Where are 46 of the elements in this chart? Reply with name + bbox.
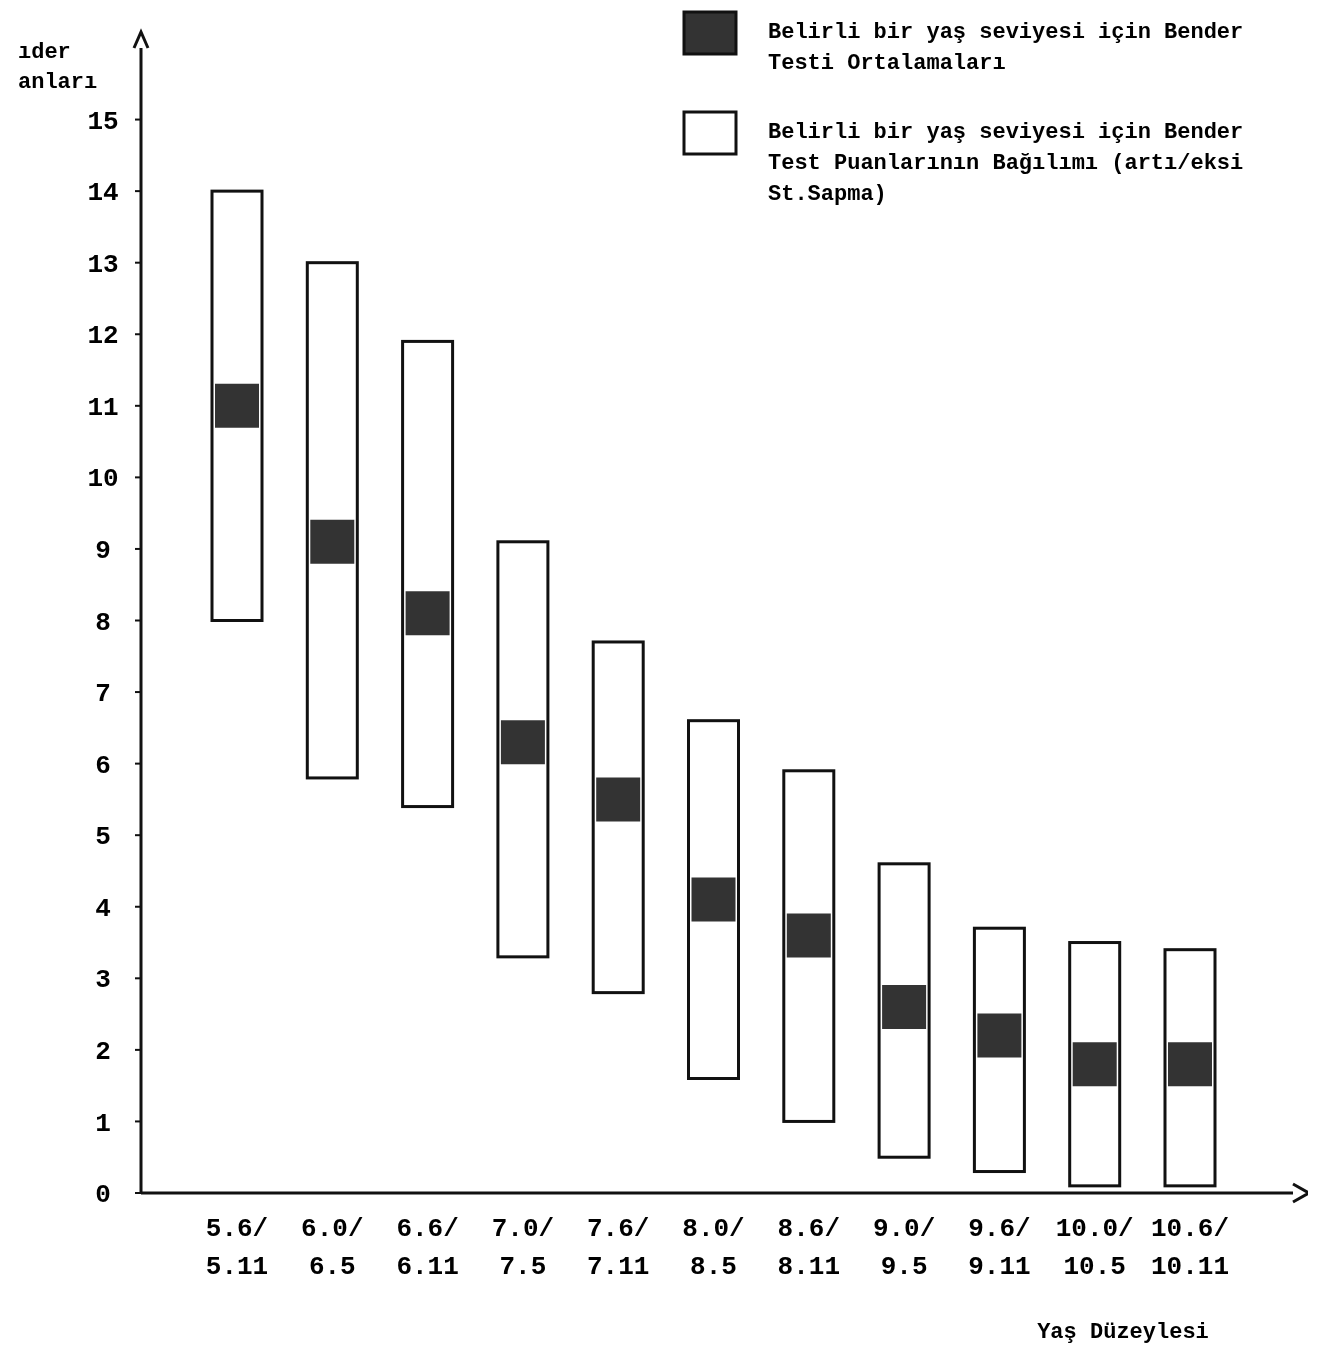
x-tick-label: 8.0/ 8.5 [682,1214,745,1282]
x-tick-label: 8.6/ 8.11 [777,1214,841,1282]
y-axis-title: ıder anları [18,40,98,95]
point [310,519,355,564]
y-tick-label: 15 [87,106,119,137]
point [596,777,641,822]
point [500,720,545,765]
x-tick-label: 10.6/ 10.11 [1150,1214,1230,1282]
x-tick-label: 9.6/ 9.11 [968,1214,1031,1282]
x-tick-label: 6.6/ 6.11 [396,1214,459,1282]
y-tick-label: 14 [87,178,119,209]
point [1168,1042,1212,1087]
y-tick-label: 0 [95,1180,111,1211]
y-tick-label: 5 [95,822,111,853]
x-tick-label: 7.6/ 7.11 [586,1214,650,1282]
y-tick-label: 7 [95,679,111,710]
y-tick-label: 6 [95,750,111,781]
bar [401,339,455,809]
bar [496,540,550,959]
x-tick-label: 10.0/ 10.5 [1055,1214,1134,1282]
legend-label: Belirli bir yaş seviyesi için Bender Testi Ortalamaları [768,20,1244,76]
y-tick-label: 9 [95,536,111,567]
x-tick-label: 7.0/ 7.5 [491,1214,555,1282]
point [882,984,927,1029]
point [405,591,450,636]
x-tick-label: 5.6/ 5.11 [205,1214,269,1282]
y-tick-label: 1 [95,1108,111,1139]
point [691,877,736,922]
y-tick-label: 2 [95,1036,111,1067]
bar [210,189,264,622]
point [786,913,831,958]
y-tick-label: 4 [95,893,111,924]
y-tick-label: 3 [95,965,111,996]
point [1072,1042,1117,1087]
y-tick-label: 13 [87,249,119,280]
x-tick-label: 6.0/ 6.5 [301,1214,364,1282]
y-tick-label: 8 [95,607,111,638]
y-tick-label: 10 [87,464,119,495]
x-tick-label: 9.0/ 9.5 [872,1214,936,1282]
bar [305,261,359,780]
point [215,383,259,428]
y-tick-label: 12 [87,321,119,352]
y-tick-label: 11 [87,392,119,423]
legend-label: Belirli bir yaş seviyesi için Bender Test Puanlarının Bağılımı (artı/eksi St.Sapma) [768,120,1244,207]
x-axis-title: Yaş Düzeylesi [1037,1320,1209,1345]
point [977,1013,1022,1058]
